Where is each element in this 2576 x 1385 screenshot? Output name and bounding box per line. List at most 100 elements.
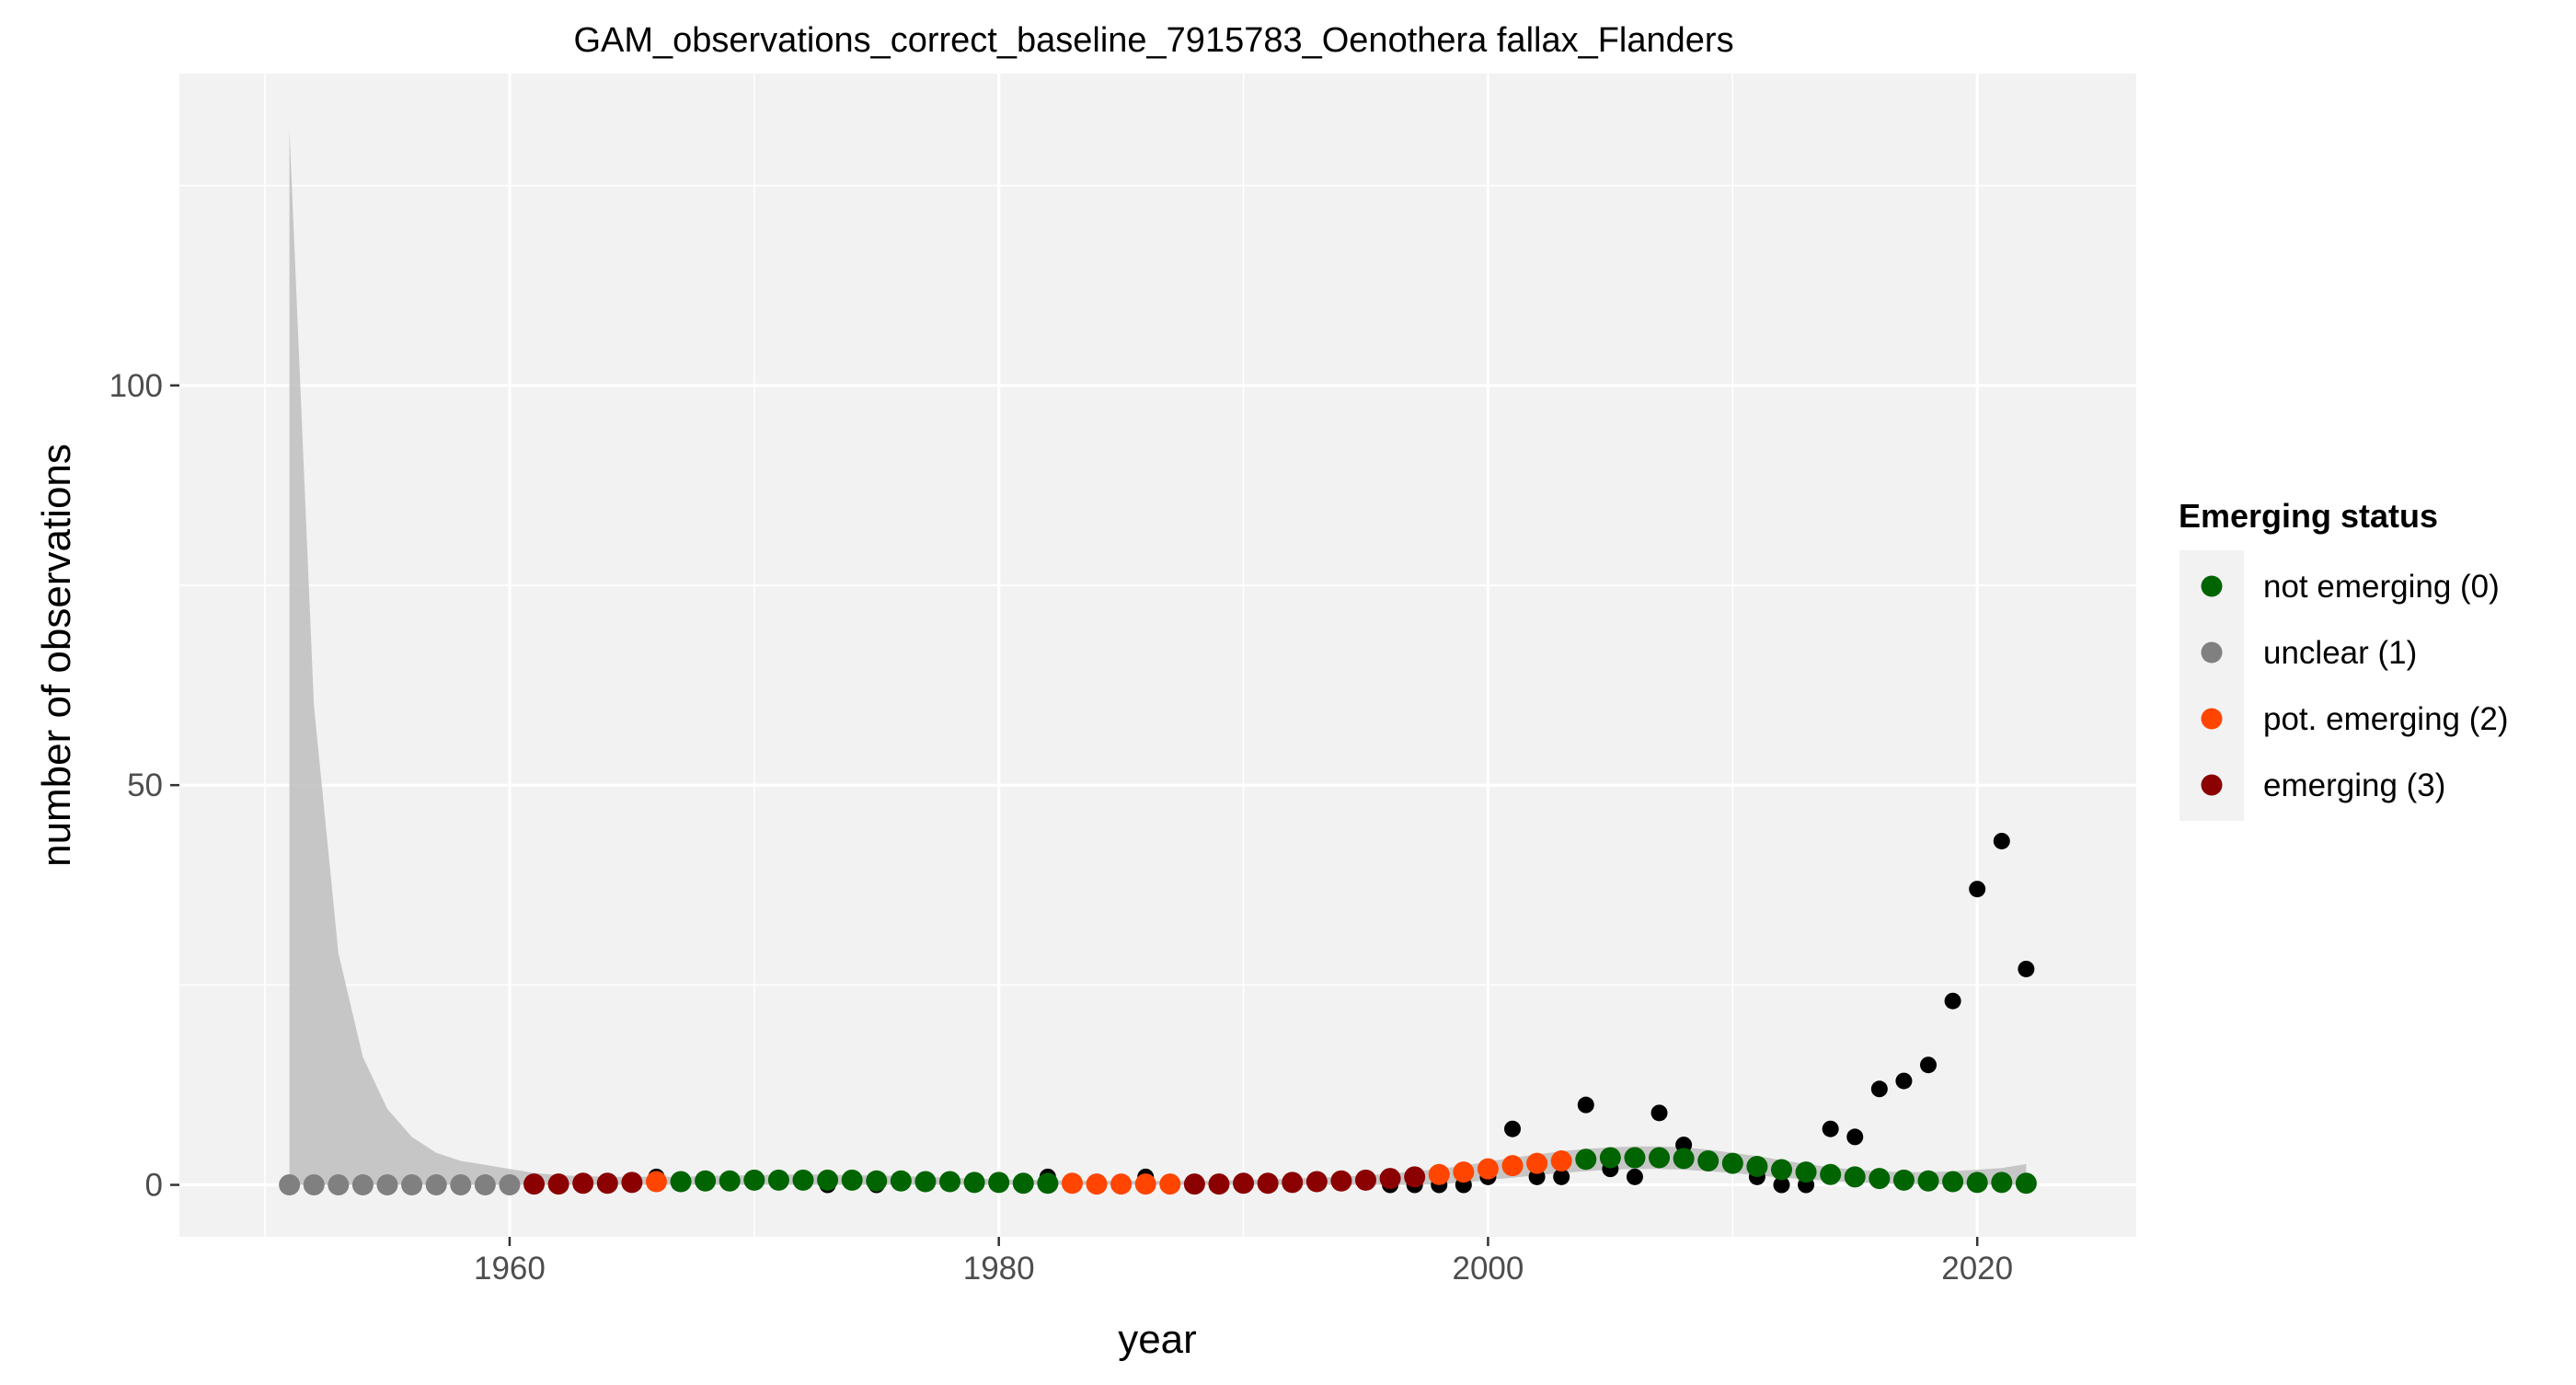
fitted-point bbox=[2015, 1172, 2037, 1195]
fitted-point bbox=[1330, 1170, 1352, 1192]
fitted-point bbox=[1379, 1168, 1401, 1190]
fitted-point bbox=[1673, 1148, 1695, 1170]
fitted-point bbox=[1134, 1173, 1156, 1195]
fitted-point bbox=[596, 1172, 618, 1195]
fitted-point bbox=[1501, 1155, 1524, 1177]
fitted-point bbox=[401, 1174, 423, 1196]
legend-key bbox=[2201, 774, 2223, 796]
fitted-point bbox=[792, 1169, 814, 1191]
fitted-point bbox=[914, 1171, 937, 1193]
fitted-point bbox=[425, 1174, 447, 1196]
fitted-point bbox=[1624, 1147, 1646, 1169]
fitted-point bbox=[890, 1170, 912, 1192]
fitted-point bbox=[1233, 1172, 1255, 1195]
fitted-point bbox=[1305, 1171, 1328, 1193]
legend-key bbox=[2201, 708, 2223, 730]
x-tick-label: 1960 bbox=[474, 1251, 546, 1287]
fitted-point bbox=[645, 1171, 667, 1193]
fitted-point bbox=[328, 1174, 350, 1196]
axes: 1960 1980 2000 2020 0 50 100 bbox=[109, 368, 2014, 1287]
x-tick-label: 2020 bbox=[1941, 1251, 2013, 1287]
fitted-point bbox=[1575, 1148, 1597, 1171]
fitted-point bbox=[719, 1170, 741, 1192]
fitted-point bbox=[670, 1171, 692, 1193]
fitted-point bbox=[1820, 1163, 1842, 1185]
fitted-point bbox=[963, 1171, 985, 1194]
legend-key bbox=[2201, 641, 2223, 664]
observed-point bbox=[1504, 1120, 1522, 1137]
observed-point bbox=[1626, 1168, 1643, 1185]
fitted-point bbox=[1991, 1171, 2013, 1194]
fitted-point bbox=[1037, 1172, 1059, 1195]
fitted-point bbox=[1649, 1147, 1671, 1169]
fitted-point bbox=[1282, 1171, 1304, 1194]
fitted-point bbox=[1869, 1168, 1891, 1190]
fitted-point bbox=[1183, 1173, 1205, 1195]
plot-panel bbox=[179, 74, 2136, 1237]
fitted-point bbox=[1966, 1171, 1988, 1194]
fitted-point bbox=[351, 1174, 374, 1196]
fitted-point bbox=[1477, 1158, 1499, 1180]
legend-label: emerging (3) bbox=[2263, 768, 2445, 803]
fitted-point bbox=[1942, 1171, 1964, 1193]
fitted-point bbox=[1599, 1147, 1621, 1169]
fitted-point bbox=[866, 1170, 888, 1192]
fitted-point bbox=[1746, 1156, 1768, 1178]
fitted-point bbox=[499, 1174, 521, 1196]
legend-label: pot. emerging (2) bbox=[2263, 701, 2509, 737]
legend: Emerging status not emerging (0) unclear … bbox=[2179, 497, 2509, 821]
observed-point bbox=[1822, 1120, 1839, 1137]
fitted-point bbox=[1453, 1161, 1475, 1183]
fitted-point bbox=[1428, 1163, 1450, 1185]
chart-title: GAM_observations_correct_baseline_791578… bbox=[573, 21, 1733, 60]
observed-point bbox=[1577, 1096, 1594, 1114]
x-tick-label: 1980 bbox=[963, 1251, 1035, 1287]
fitted-point bbox=[1770, 1159, 1792, 1181]
fitted-point bbox=[1354, 1169, 1376, 1191]
fitted-point bbox=[621, 1171, 643, 1194]
observed-point bbox=[1553, 1168, 1570, 1185]
fitted-point bbox=[1526, 1152, 1548, 1174]
fitted-point bbox=[1892, 1169, 1915, 1191]
fitted-point bbox=[523, 1173, 546, 1195]
fitted-point bbox=[1550, 1149, 1572, 1171]
legend-title: Emerging status bbox=[2179, 497, 2438, 535]
legend-label: unclear (1) bbox=[2263, 635, 2417, 671]
observed-point bbox=[2018, 960, 2035, 977]
observed-point bbox=[1944, 992, 1961, 1010]
grid-lines bbox=[179, 74, 2223, 1237]
observed-point bbox=[1870, 1080, 1888, 1098]
fitted-point bbox=[767, 1169, 789, 1191]
fitted-point bbox=[695, 1170, 717, 1192]
y-tick-label: 100 bbox=[109, 368, 163, 404]
legend-key bbox=[2201, 575, 2223, 597]
fitted-point bbox=[572, 1172, 594, 1195]
fitted-point bbox=[474, 1174, 496, 1196]
legend-entries: not emerging (0) unclear (1) pot. emerging… bbox=[2201, 569, 2509, 803]
y-axis-label: number of observations bbox=[34, 444, 79, 867]
fitted-point bbox=[988, 1171, 1010, 1194]
fitted-point bbox=[1208, 1173, 1230, 1195]
observed-point bbox=[1993, 832, 2010, 849]
observed-point bbox=[1773, 1176, 1790, 1194]
fitted-point bbox=[939, 1171, 961, 1193]
fitted-point bbox=[1012, 1172, 1034, 1195]
fitted-point bbox=[1061, 1172, 1083, 1195]
fitted-point bbox=[1159, 1173, 1181, 1195]
x-axis-label: year bbox=[1118, 1317, 1197, 1362]
observed-point bbox=[1846, 1128, 1864, 1146]
fitted-point bbox=[1697, 1149, 1719, 1171]
fitted-point bbox=[1844, 1166, 1866, 1188]
fitted-point bbox=[547, 1173, 569, 1195]
fitted-point bbox=[841, 1169, 863, 1191]
y-tick-label: 0 bbox=[145, 1168, 163, 1204]
fitted-point bbox=[1917, 1170, 1939, 1192]
fitted-point bbox=[303, 1174, 325, 1196]
y-tick-label: 50 bbox=[127, 768, 163, 803]
fitted-point bbox=[450, 1174, 472, 1196]
observed-point bbox=[1650, 1104, 1668, 1122]
fitted-point bbox=[279, 1174, 301, 1196]
fitted-points bbox=[279, 1147, 2037, 1196]
